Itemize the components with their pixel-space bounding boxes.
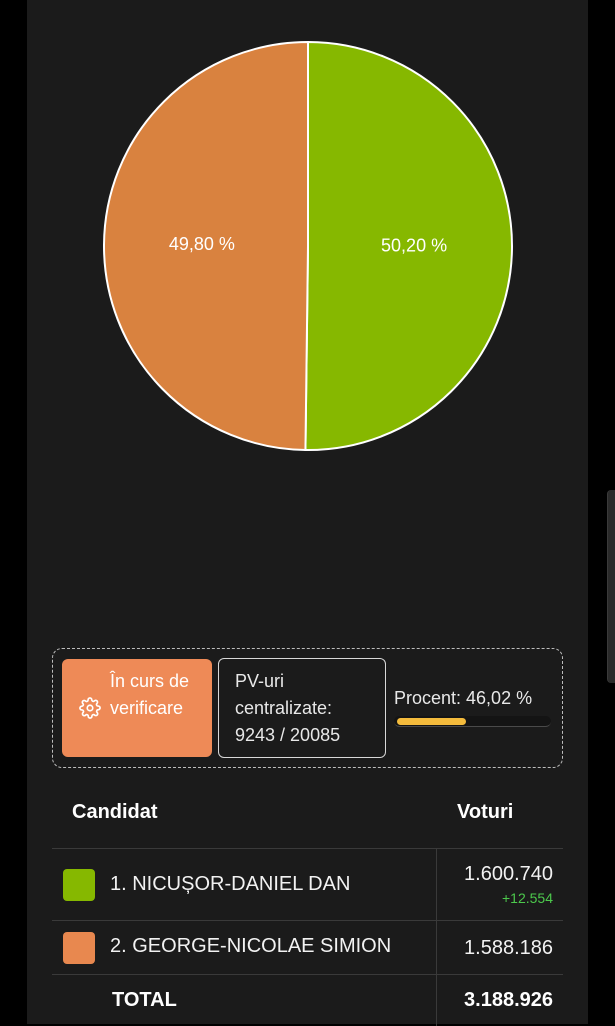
candidate-color-swatch: [63, 869, 95, 901]
counting-status-box: [52, 648, 563, 768]
candidate-votes: 1.588.186: [464, 937, 553, 959]
scroll-handle[interactable]: [607, 490, 615, 683]
pv-centralized-label: PV-uri centralizate: 9243 / 20085: [235, 671, 341, 745]
pie-slice-2[interactable]: [102, 40, 309, 451]
verification-status-label: În curs de verificare: [110, 671, 190, 718]
pie-slice-label-1: 50,20 %: [381, 235, 447, 255]
pie-slice-label-2: 49,80 %: [169, 234, 235, 254]
progress-track: [394, 716, 551, 727]
percent-progress: Procent: 46,02 %: [392, 676, 556, 732]
votes-cell: [436, 849, 437, 920]
table-row: 2. GEORGE-NICOLAE SIMION 1.588.186: [52, 920, 563, 974]
votes-cell: [436, 921, 437, 974]
progress-fill: [397, 718, 466, 725]
verification-status-badge: În curs de verificare: [62, 659, 212, 757]
gear-icon: [79, 697, 101, 719]
total-votes: 3.188.926: [464, 989, 553, 1011]
votes-cell: [436, 975, 437, 1026]
candidate-votes: 1.600.740: [464, 863, 553, 885]
table-row: 1. NICUȘOR-DANIEL DAN 1.600.740 +12.554: [52, 848, 563, 920]
percent-label: Procent: 46,02 %: [394, 688, 533, 708]
candidate-name: 2. GEORGE-NICOLAE SIMION: [110, 935, 392, 957]
header-votes: Voturi: [457, 801, 514, 823]
total-row: TOTAL 3.188.926: [52, 974, 563, 1026]
pv-centralized-box: PV-uri centralizate: 9243 / 20085: [218, 658, 386, 758]
results-table: Candidat Voturi 1. NICUȘOR-DANIEL DAN 1.…: [52, 780, 563, 1026]
votes-delta: +12.554: [502, 890, 553, 906]
pie-chart-svg: 50,20 % 49,80 %: [102, 40, 513, 451]
candidate-name: 1. NICUȘOR-DANIEL DAN: [110, 873, 351, 895]
pie-slice-1[interactable]: [304, 40, 513, 451]
candidate-color-swatch: [63, 932, 95, 964]
pie-chart: 50,20 % 49,80 %: [100, 38, 516, 454]
header-candidate: Candidat: [72, 801, 158, 823]
total-label: TOTAL: [112, 989, 177, 1011]
table-header: Candidat Voturi: [52, 780, 563, 847]
